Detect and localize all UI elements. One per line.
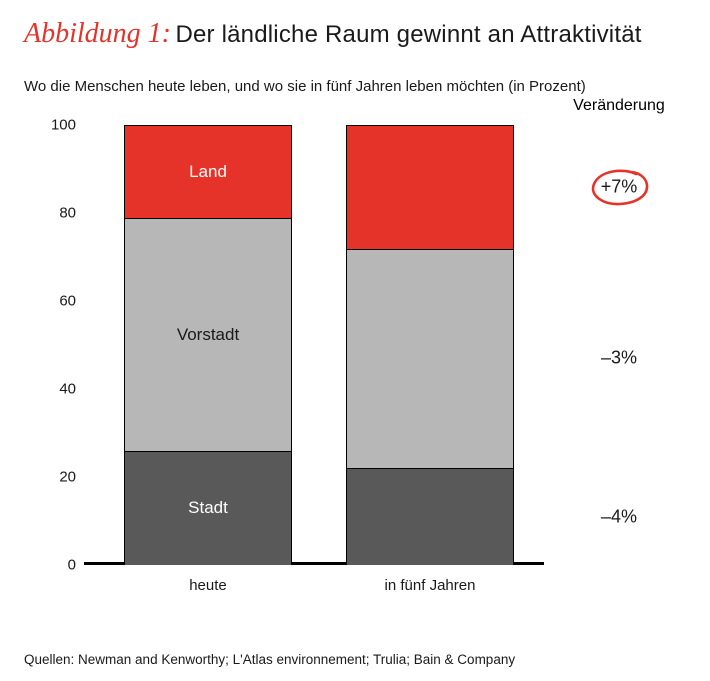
- y-tick: 40: [59, 381, 76, 398]
- bar-fuenf: [346, 125, 514, 565]
- source-line: Quellen: Newman and Kenworthy; L'Atlas e…: [24, 652, 515, 667]
- y-tick: 60: [59, 293, 76, 310]
- title-row: Abbildung 1: Der ländliche Raum gewinnt …: [24, 18, 688, 50]
- y-tick: 0: [68, 557, 76, 574]
- segment-vorstadt: Vorstadt: [125, 218, 291, 451]
- change-column: Veränderung +7% –3% –4%: [552, 97, 686, 565]
- bar-heute: LandVorstadtStadt: [124, 125, 292, 565]
- change-header: Veränderung: [552, 97, 686, 115]
- y-tick: 20: [59, 469, 76, 486]
- plot-area: LandVorstadtStadt: [84, 125, 542, 565]
- figure-title: Der ländliche Raum gewinnt an Attraktivi…: [175, 21, 641, 48]
- x-label-fuenf: in fünf Jahren: [346, 577, 514, 594]
- figure-label: Abbildung 1:: [24, 18, 171, 49]
- change-land: +7%: [552, 176, 686, 197]
- change-vorstadt: –3%: [552, 348, 686, 369]
- segment-land: [347, 126, 513, 249]
- y-tick: 80: [59, 205, 76, 222]
- change-stadt: –4%: [552, 506, 686, 527]
- subtitle: Wo die Menschen heute leben, und wo sie …: [24, 78, 688, 95]
- chart: 020406080100 LandVorstadtStadt Veränderu…: [24, 125, 686, 611]
- segment-stadt: Stadt: [125, 451, 291, 565]
- y-axis: 020406080100: [24, 125, 84, 565]
- x-label-heute: heute: [124, 577, 292, 594]
- segment-vorstadt: [347, 249, 513, 469]
- segment-stadt: [347, 468, 513, 565]
- y-tick: 100: [51, 117, 76, 134]
- segment-land: Land: [125, 126, 291, 218]
